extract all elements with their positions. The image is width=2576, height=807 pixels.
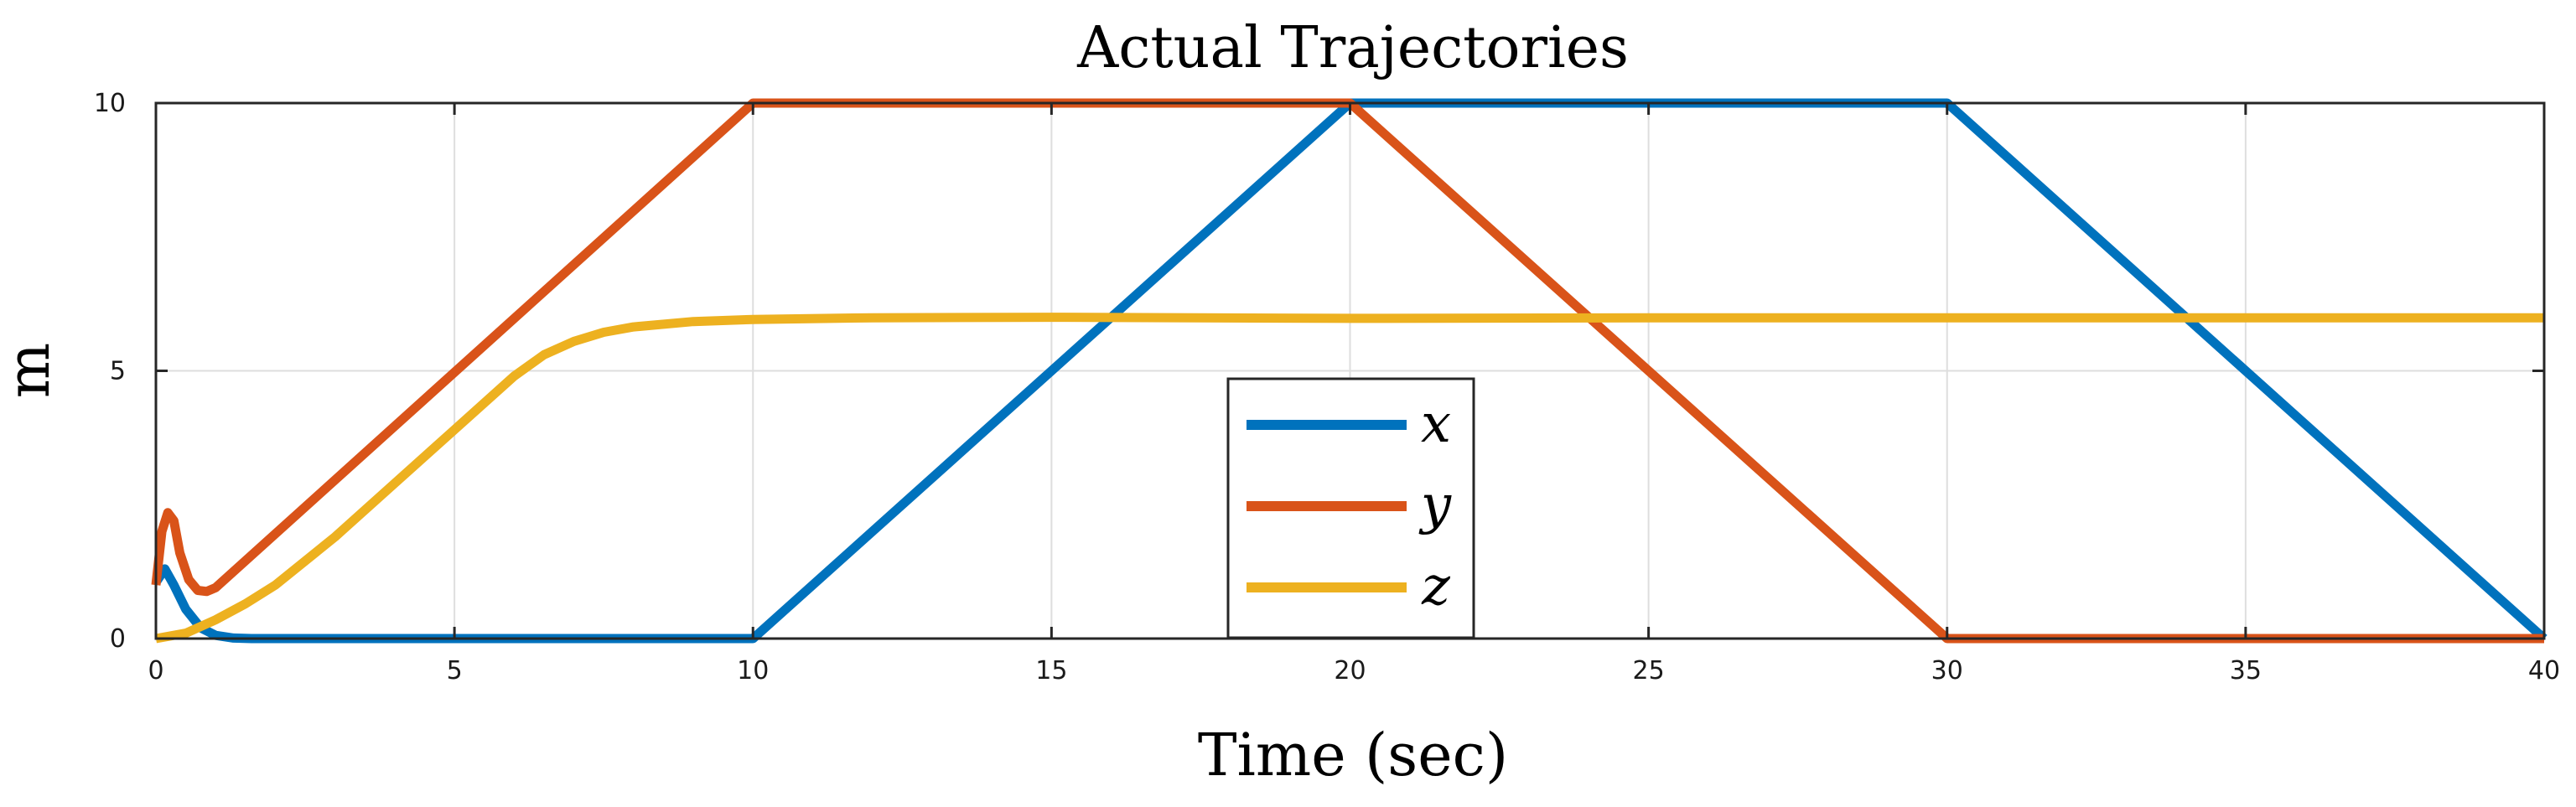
y-tick-label: 0 (110, 624, 126, 654)
chart-title: Actual Trajectories (1076, 15, 1629, 81)
legend-label-x: x (1421, 393, 1451, 455)
x-tick-label: 30 (1931, 656, 1963, 685)
y-tick-label: 5 (110, 357, 126, 386)
x-tick-label: 0 (148, 656, 163, 685)
x-axis-label: Time (sec) (1198, 721, 1508, 789)
x-tick-label: 20 (1334, 656, 1366, 685)
legend: xyz (1226, 377, 1475, 639)
series-line-z (155, 313, 2544, 644)
x-tick-label: 5 (447, 656, 463, 685)
x-tick-label: 40 (2528, 656, 2560, 685)
y-tick-label: 10 (94, 89, 126, 118)
legend-label-z: z (1421, 556, 1451, 618)
y-axis-label: m (0, 343, 63, 398)
legend-label-y: y (1418, 474, 1452, 536)
x-tick-label: 25 (1633, 656, 1665, 685)
x-tick-label: 15 (1035, 656, 1067, 685)
x-tick-label: 35 (2230, 656, 2262, 685)
axis-ticks: 0 5 10 15 20 25 30 35 40 0 5 10 (94, 89, 2560, 685)
x-tick-label: 10 (737, 656, 769, 685)
